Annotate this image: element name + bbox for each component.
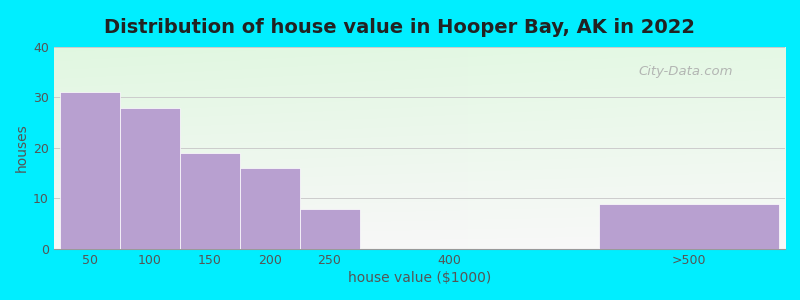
Bar (120, 108, 180, 249)
X-axis label: house value ($1000): house value ($1000) (348, 271, 491, 285)
Text: Distribution of house value in Hooper Bay, AK in 2022: Distribution of house value in Hooper Ba… (105, 18, 695, 37)
Y-axis label: houses: houses (15, 124, 29, 172)
Text: City-Data.com: City-Data.com (638, 65, 734, 78)
Bar (599, 203, 779, 249)
Bar (240, 168, 299, 249)
Bar (299, 208, 359, 249)
Bar (60, 92, 120, 249)
Bar (180, 153, 240, 249)
